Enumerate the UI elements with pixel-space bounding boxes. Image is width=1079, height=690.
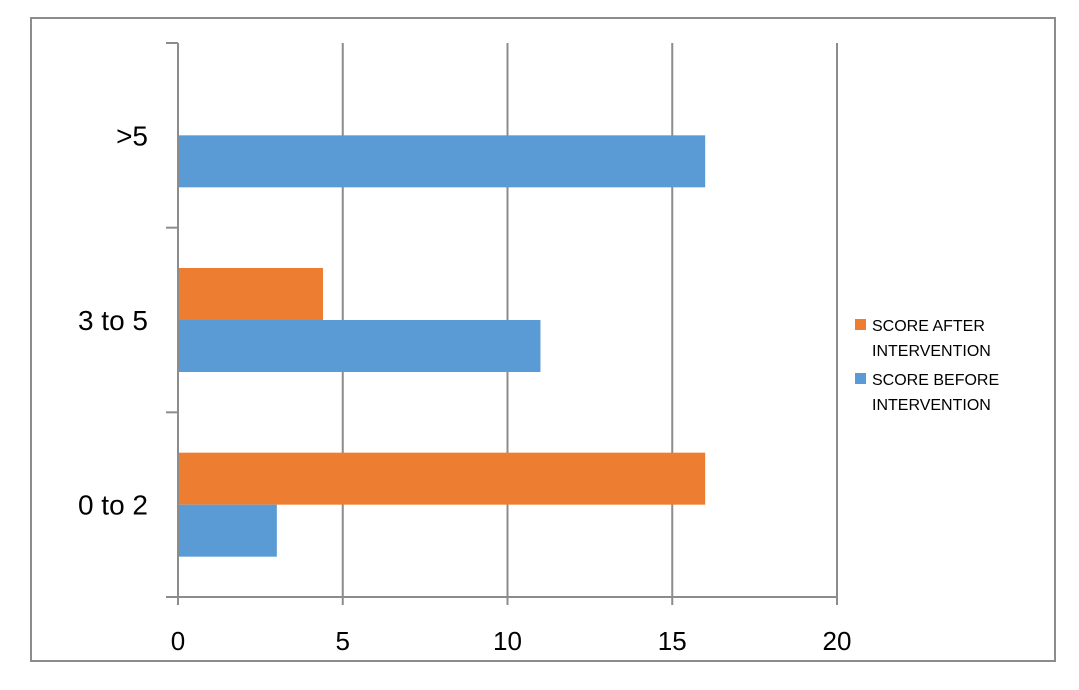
bar-after-1 (178, 268, 323, 320)
legend-swatch-after (855, 319, 866, 330)
x-tick-label-1: 5 (336, 626, 350, 656)
x-tick-label-3: 15 (658, 626, 687, 656)
legend-item-before: SCORE BEFORE INTERVENTION (855, 368, 1055, 418)
category-label-2: >5 (116, 120, 148, 151)
bar-before-1 (178, 320, 541, 372)
category-label-0: 0 to 2 (78, 490, 148, 521)
legend-label-before: SCORE BEFORE INTERVENTION (872, 372, 1000, 414)
x-tick-label-4: 20 (823, 626, 852, 656)
bar-after-0 (178, 452, 706, 505)
x-tick-label-2: 10 (493, 626, 522, 656)
bar-before-2 (178, 135, 706, 188)
legend: SCORE AFTER INTERVENTION SCORE BEFORE IN… (855, 314, 1055, 422)
legend-item-after: SCORE AFTER INTERVENTION (855, 314, 1055, 364)
x-tick-label-0: 0 (171, 626, 185, 656)
legend-swatch-before (855, 373, 866, 384)
category-label-1: 3 to 5 (78, 305, 148, 336)
bar-before-0 (178, 504, 277, 557)
legend-label-after: SCORE AFTER INTERVENTION (872, 318, 991, 360)
